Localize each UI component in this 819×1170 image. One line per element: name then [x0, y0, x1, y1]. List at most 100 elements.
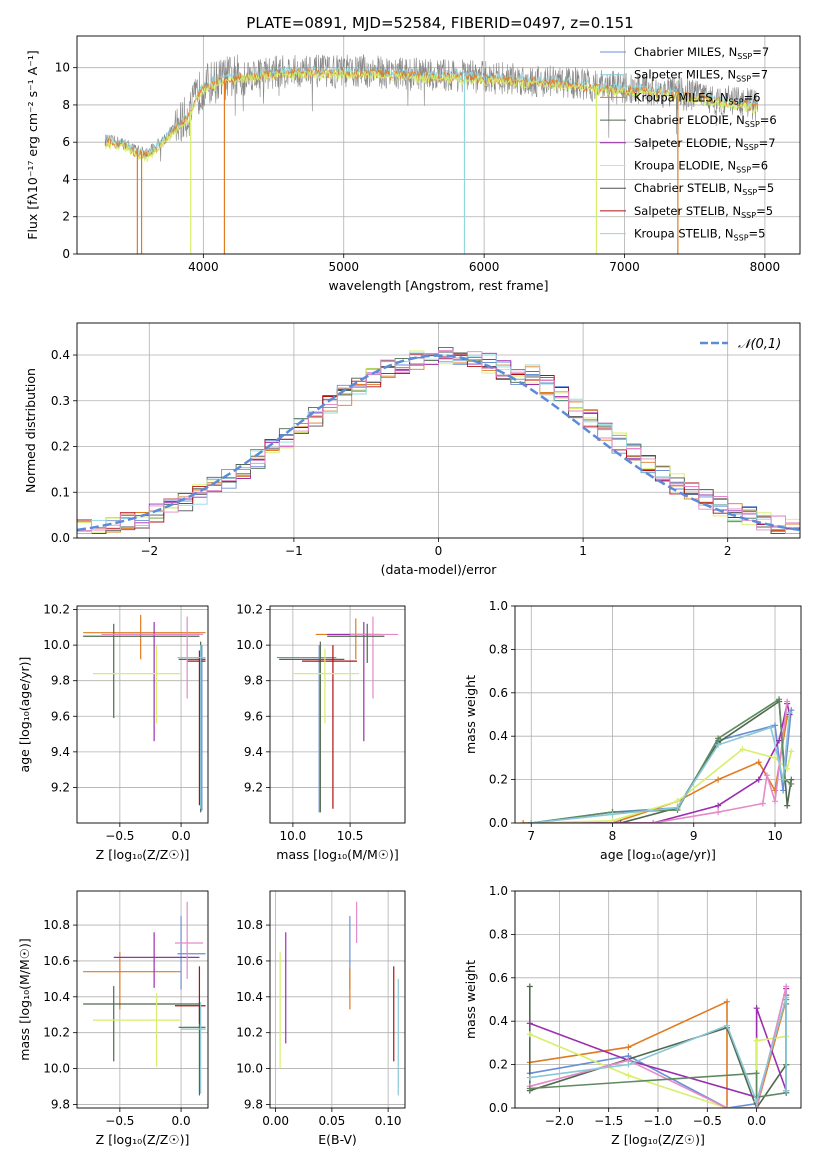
x-axis-label: E(B-V) [318, 1132, 357, 1147]
weight-marker [753, 1070, 760, 1077]
weight-marker [784, 698, 791, 705]
chart-residuals: −2 −1 0 1 2 0.0 0.1 0.2 0.3 0.4 𝒩(0,1) (data-model)… [23, 322, 801, 577]
legend-suffix: =6 [744, 90, 761, 104]
y-tick-label: 0.6 [489, 971, 508, 985]
legend-entry: Salpeter STELIB, NSSP=5 [634, 204, 773, 220]
y-tick-label: 10 [55, 61, 70, 75]
weight-marker [784, 765, 791, 772]
grid [77, 891, 208, 1108]
y-tick-label: 10.2 [43, 603, 70, 617]
legend-entry: Kroupa MILES, NSSP=6 [634, 90, 760, 106]
legend-suffix: =7 [751, 68, 768, 82]
legend-entry: Chabrier ELODIE, NSSP=6 [634, 113, 777, 129]
weight-marker [674, 804, 681, 811]
weight-marker [526, 1020, 533, 1027]
x-tick-label: 0 [435, 544, 443, 558]
legend-entry: Kroupa ELODIE, NSSP=6 [634, 159, 768, 175]
y-tick-label: 0.6 [489, 686, 508, 700]
y-axis-label: mass weight [463, 675, 478, 754]
legend-name: Salpeter ELODIE, N [634, 136, 744, 150]
weight-marker [715, 741, 722, 748]
legend-sub: SSP [742, 188, 757, 197]
weight-marker [650, 820, 657, 823]
x-tick-label: −0.5 [105, 829, 134, 843]
y-tick-label: 9.8 [51, 1097, 70, 1111]
grid [515, 605, 801, 824]
y-tick-label: 9.8 [51, 674, 70, 688]
weight-marker [767, 724, 774, 731]
x-tick-label: 8 [609, 829, 617, 843]
x-tick-label: 2 [724, 544, 732, 558]
x-tick-label: −0.5 [693, 1114, 722, 1128]
y-tick-label: 10.0 [43, 638, 70, 652]
model-spectrum-line [104, 69, 758, 164]
chart-weight_vs_age: 7 8 9 10 0.0 0.2 0.4 0.6 0.8 1.0 age [log₁₀(age/yr… [463, 599, 802, 862]
y-tick-label: 0.4 [489, 1014, 508, 1028]
axes-frame [514, 890, 802, 1109]
legend-suffix: =6 [760, 113, 777, 127]
weight-marker [788, 748, 795, 755]
legend: 𝒩(0,1) [700, 337, 781, 352]
y-tick-label: 0.1 [51, 485, 70, 499]
y-tick-label: 9.6 [51, 709, 70, 723]
y-tick-label: 0.2 [51, 440, 70, 454]
weight-marker [625, 1072, 632, 1079]
y-tick-label: 0.8 [489, 642, 508, 656]
weight-marker [763, 772, 770, 779]
weight-marker [753, 1005, 760, 1012]
axes-frame [76, 35, 801, 255]
y-tick-label: 10.2 [43, 1026, 70, 1040]
axes-frame [76, 605, 209, 824]
legend-sub: SSP [729, 97, 744, 106]
y-tick-label: 10.8 [43, 918, 70, 932]
x-tick-label: 0.0 [172, 1114, 191, 1128]
y-tick-label: 0.2 [489, 773, 508, 787]
plot-area [520, 696, 795, 823]
legend-sub: SSP [737, 52, 752, 61]
grid [270, 606, 405, 823]
y-axis-label: mass [log₁₀(M/M☉)] [17, 938, 32, 1060]
weight-marker [753, 1037, 760, 1044]
y-tick-label: 10.0 [236, 638, 263, 652]
weight-marker [609, 811, 616, 818]
figure-title: PLATE=0891, MJD=52584, FIBERID=0497, z=0… [246, 14, 633, 32]
y-tick-label: 9.4 [51, 745, 70, 759]
x-axis-label: Z [log₁₀(Z/Z☉)] [96, 1132, 190, 1147]
y-tick-label: 0.0 [489, 1101, 508, 1115]
weight-marker [755, 759, 762, 766]
y-tick-label: 0 [62, 247, 70, 261]
x-axis-label: Z [log₁₀(Z/Z☉)] [611, 1132, 705, 1147]
y-tick-label: 0.0 [489, 816, 508, 830]
y-tick-label: 2 [62, 210, 70, 224]
x-tick-label: −1.0 [643, 1114, 672, 1128]
y-tick-label: 10.0 [43, 1062, 70, 1076]
weight-marker [625, 1061, 632, 1068]
weight-marker [784, 802, 791, 809]
y-axis-label: age [log₁₀(age/yr)] [17, 657, 32, 773]
legend-sub: SSP [745, 120, 760, 129]
legend-sub: SSP [734, 234, 749, 243]
x-tick-label: 10.5 [337, 829, 364, 843]
axes-frame [269, 605, 406, 824]
y-tick-label: 10.6 [236, 954, 263, 968]
weight-marker [526, 983, 533, 990]
x-tick-label: 7000 [609, 260, 640, 274]
plot-area [83, 614, 206, 813]
weight-marker [617, 820, 624, 823]
y-tick-label: 10.2 [236, 1026, 263, 1040]
weight-marker [772, 722, 778, 729]
weight-marker [715, 735, 722, 742]
weight-line [531, 701, 788, 823]
weight-marker [724, 998, 731, 1005]
histogram-step [77, 350, 800, 533]
weight-line [531, 697, 792, 823]
legend-name: Salpeter MILES, N [634, 68, 736, 82]
x-axis-label: (data-model)/error [381, 562, 498, 577]
y-tick-label: 9.2 [51, 780, 70, 794]
chart-age_vs_mass: 10.0 10.5 9.2 9.4 9.6 9.8 10.0 10.2 mass [log₁₀(… [236, 603, 406, 862]
x-tick-label: 7 [527, 829, 535, 843]
x-tick-label: −0.5 [105, 1114, 134, 1128]
y-tick-label: 0.4 [489, 729, 508, 743]
weight-marker [753, 1105, 760, 1108]
chart-mass_vs_Z: −0.5 0.0 9.8 10.0 10.2 10.4 10.6 10.8 Z [log₁₀(Z… [17, 890, 209, 1147]
